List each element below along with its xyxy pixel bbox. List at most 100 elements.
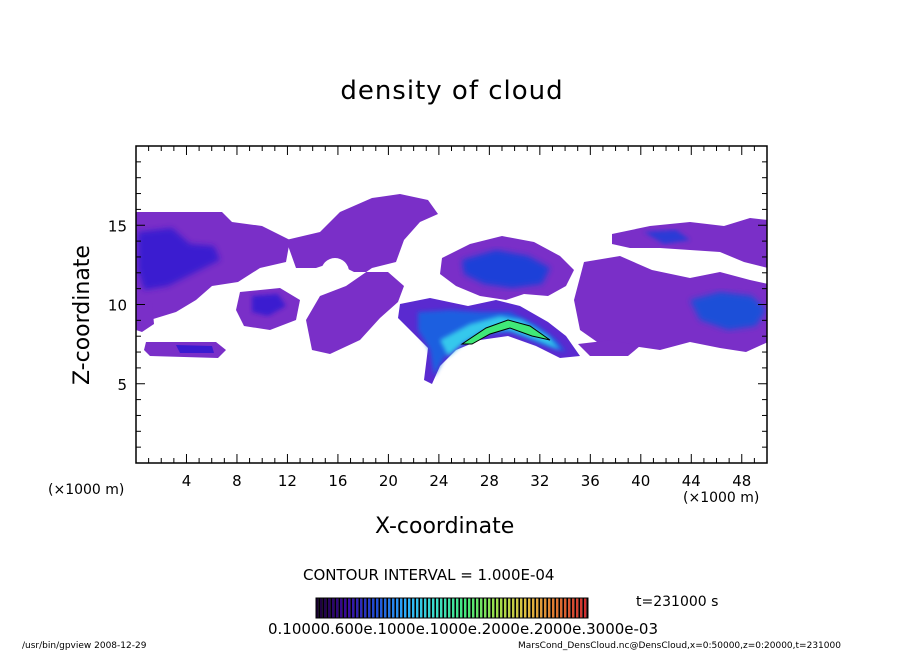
colorbar-separator bbox=[390, 598, 392, 618]
colorbar-swatch bbox=[404, 598, 407, 618]
cloud-region-left-mid-inner bbox=[252, 294, 286, 316]
colorbar-swatch bbox=[372, 598, 375, 618]
colorbar-swatch bbox=[548, 598, 551, 618]
colorbar-separator bbox=[334, 598, 336, 618]
colorbar-swatch bbox=[464, 598, 467, 618]
colorbar-separator bbox=[514, 598, 516, 618]
colorbar-swatch bbox=[356, 598, 359, 618]
colorbar-separator bbox=[562, 598, 564, 618]
colorbar-separator bbox=[402, 598, 404, 618]
colorbar-separator bbox=[538, 598, 540, 618]
colorbar-swatch bbox=[512, 598, 515, 618]
colorbar-separator bbox=[370, 598, 372, 618]
colorbar-separator bbox=[346, 598, 348, 618]
colorbar-swatch bbox=[564, 598, 567, 618]
cloud-region-right-lower-inner bbox=[690, 292, 766, 330]
colorbar-separator bbox=[554, 598, 556, 618]
x-tick-label: 4 bbox=[182, 472, 192, 490]
colorbar-separator bbox=[418, 598, 420, 618]
cloud-region-maximum bbox=[460, 319, 551, 345]
y-axis-label: Z-coordinate bbox=[70, 245, 95, 385]
colorbar-swatch bbox=[560, 598, 563, 618]
colorbar-separator bbox=[546, 598, 548, 618]
colorbar-swatch bbox=[500, 598, 503, 618]
cloud-region-central-upper-inner bbox=[462, 250, 550, 288]
colorbar-swatch bbox=[444, 598, 447, 618]
x-tick-label: 28 bbox=[480, 472, 499, 490]
colorbar-swatch bbox=[408, 598, 411, 618]
colorbar-swatch bbox=[508, 598, 511, 618]
colorbar-swatch bbox=[368, 598, 371, 618]
y-tick-label: 5 bbox=[117, 376, 127, 394]
colorbar-separator bbox=[466, 598, 468, 618]
colorbar-swatch bbox=[360, 598, 363, 618]
colorbar-swatch bbox=[520, 598, 523, 618]
x-tick-label: 16 bbox=[328, 472, 347, 490]
colorbar-separator bbox=[498, 598, 500, 618]
colorbar-frame bbox=[315, 597, 589, 619]
x-unit-label-left: (×1000 m) bbox=[48, 482, 125, 498]
colorbar bbox=[316, 598, 588, 618]
colorbar-swatch bbox=[552, 598, 555, 618]
colorbar-separator bbox=[494, 598, 496, 618]
colorbar-separator bbox=[386, 598, 388, 618]
colorbar-swatch bbox=[416, 598, 419, 618]
colorbar-swatch bbox=[540, 598, 543, 618]
colorbar-swatch bbox=[388, 598, 391, 618]
x-axis-label: X-coordinate bbox=[375, 514, 515, 539]
colorbar-separator bbox=[422, 598, 424, 618]
x-tick-label: 40 bbox=[631, 472, 650, 490]
colorbar-swatch bbox=[524, 598, 527, 618]
colorbar-swatch bbox=[556, 598, 559, 618]
colorbar-swatch bbox=[476, 598, 479, 618]
colorbar-separator bbox=[578, 598, 580, 618]
x-tick-label: 48 bbox=[732, 472, 751, 490]
colorbar-swatch bbox=[412, 598, 415, 618]
colorbar-separator bbox=[398, 598, 400, 618]
colorbar-separator bbox=[490, 598, 492, 618]
colorbar-separator bbox=[318, 598, 320, 618]
contour-interval-label: CONTOUR INTERVAL = 1.000E-04 bbox=[303, 566, 555, 584]
colorbar-swatch bbox=[544, 598, 547, 618]
colorbar-swatch bbox=[420, 598, 423, 618]
colorbar-separator bbox=[414, 598, 416, 618]
colorbar-swatch bbox=[392, 598, 395, 618]
colorbar-separator bbox=[454, 598, 456, 618]
colorbar-swatch bbox=[380, 598, 383, 618]
colorbar-swatch bbox=[424, 598, 427, 618]
x-tick-label: 8 bbox=[232, 472, 242, 490]
x-tick-label: 36 bbox=[581, 472, 600, 490]
colorbar-separator bbox=[434, 598, 436, 618]
colorbar-separator bbox=[574, 598, 576, 618]
colorbar-swatch bbox=[488, 598, 491, 618]
colorbar-separator bbox=[526, 598, 528, 618]
x-tick-label: 44 bbox=[682, 472, 701, 490]
colorbar-separator bbox=[446, 598, 448, 618]
colorbar-swatch bbox=[584, 598, 587, 618]
colorbar-separator bbox=[570, 598, 572, 618]
colorbar-swatch bbox=[348, 598, 351, 618]
colorbar-swatch bbox=[376, 598, 379, 618]
colorbar-separator bbox=[582, 598, 584, 618]
colorbar-swatch bbox=[492, 598, 495, 618]
colorbar-separator bbox=[530, 598, 532, 618]
colorbar-swatch bbox=[384, 598, 387, 618]
colorbar-swatch bbox=[536, 598, 539, 618]
colorbar-swatch bbox=[452, 598, 455, 618]
colorbar-swatch bbox=[432, 598, 435, 618]
colorbar-swatch bbox=[336, 598, 339, 618]
colorbar-swatch bbox=[568, 598, 571, 618]
colorbar-swatch bbox=[340, 598, 343, 618]
colorbar-separator bbox=[482, 598, 484, 618]
x-axis-ticks bbox=[148, 146, 755, 463]
colorbar-separator bbox=[362, 598, 364, 618]
colorbar-swatch bbox=[400, 598, 403, 618]
cloud-region-right-small bbox=[578, 340, 640, 356]
colorbar-separator bbox=[406, 598, 408, 618]
colorbar-separator bbox=[366, 598, 368, 618]
colorbar-separator bbox=[458, 598, 460, 618]
colorbar-swatch bbox=[364, 598, 367, 618]
x-axis-tick-labels: 4 8 12 16 20 24 28 32 36 40 44 48 bbox=[182, 472, 752, 490]
